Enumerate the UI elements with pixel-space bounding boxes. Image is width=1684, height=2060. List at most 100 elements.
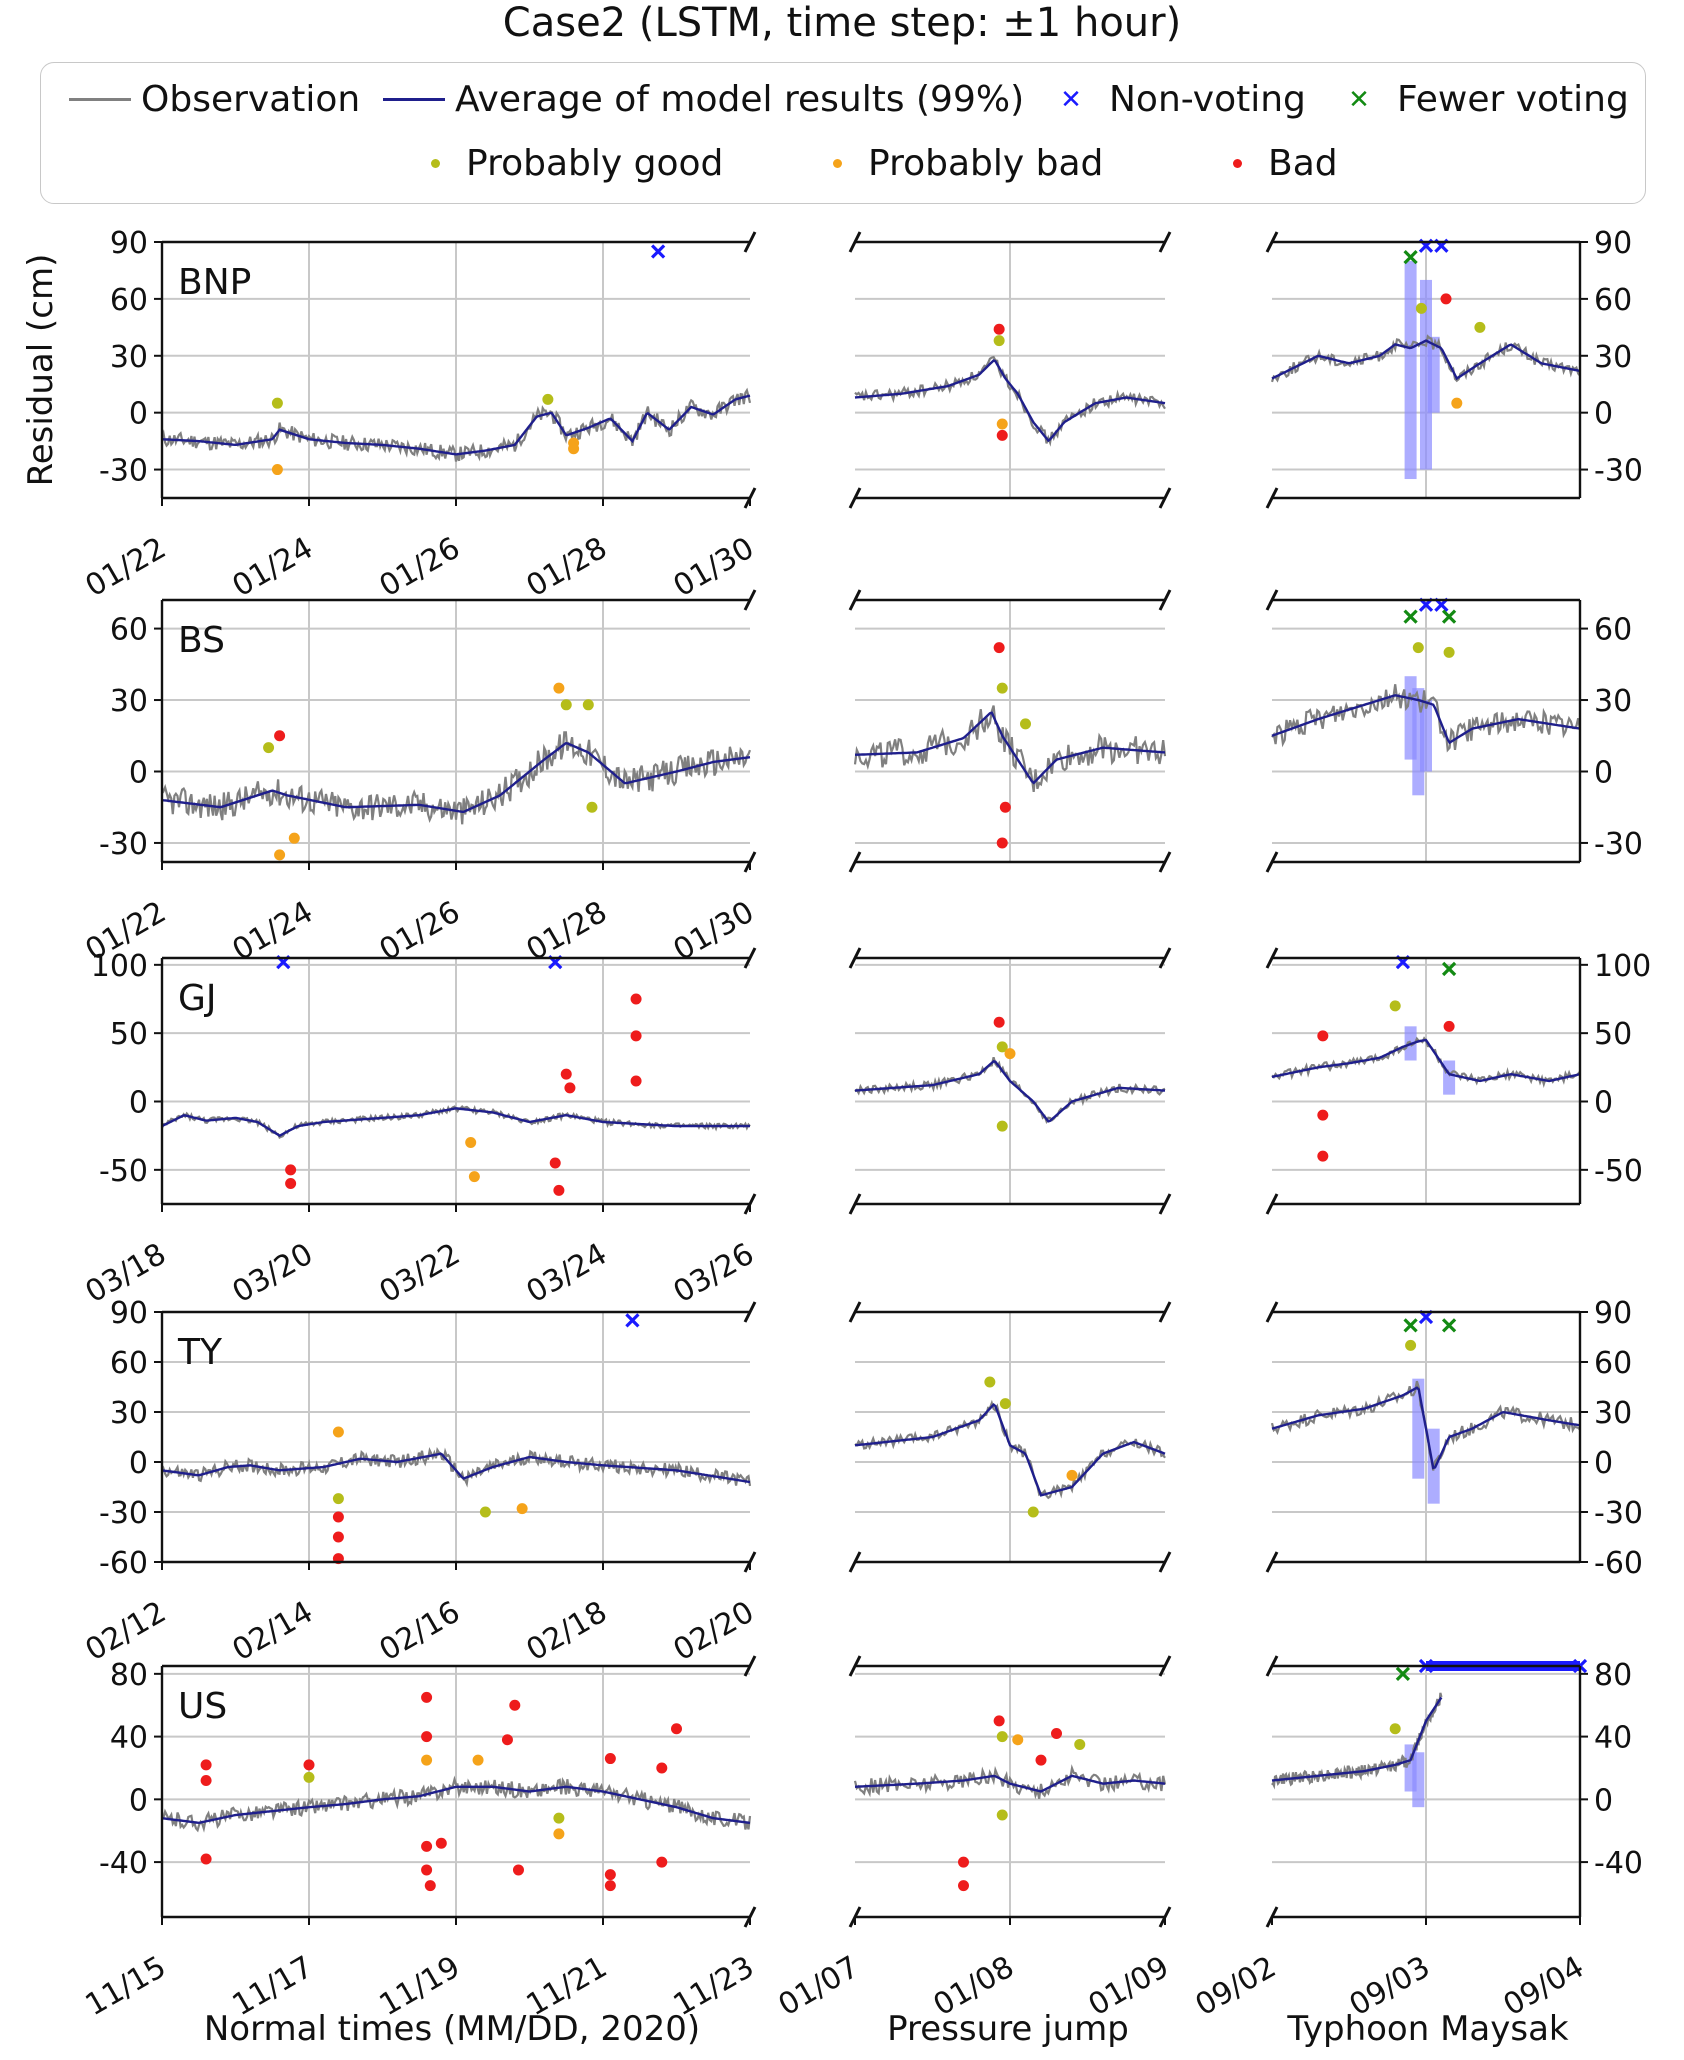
bad-marker [630,993,642,1005]
y-tick-label: -50 [99,1154,148,1189]
panel-gj-typhoon: 100 50 0 -50 [1265,947,1651,1215]
x-tick-label: 01/22 [80,531,172,605]
y-tick-label: -30 [99,454,148,489]
bad-marker [958,1856,969,1868]
y-tick-label: 60 [1594,613,1632,648]
dot-marker-icon [833,159,842,168]
x-tick-label: 01/30 [668,531,760,605]
probably-good-marker [1020,718,1031,730]
probably-bad-marker [1066,1469,1078,1481]
x-tick-label: 03/20 [227,1237,319,1311]
bad-marker [274,730,286,742]
bad-marker [200,1853,212,1865]
observation-series [854,355,1166,447]
x-tick-label: 01/26 [374,531,466,605]
y-tick-label: 0 [1594,755,1613,790]
probably-good-marker [586,801,598,813]
axis-break-mark [1265,1655,1279,1677]
confidence-band [1420,279,1432,470]
probably-good-marker [996,1120,1008,1132]
confidence-band [1427,336,1440,413]
axis-break-mark [848,1655,862,1677]
y-tick-label: -30 [1594,454,1643,489]
axis-break-mark [743,589,757,611]
y-tick-label: -40 [1594,1846,1643,1881]
probably-good-marker [996,682,1008,694]
axis-break-mark [1265,1301,1279,1323]
axis-break-mark [848,851,862,873]
bad-marker [421,1864,433,1876]
fewer-voting-marker [1395,1666,1411,1681]
probably-bad-marker [472,1754,484,1766]
legend-fewer-voting: ✕ Fewer voting [1329,79,1629,120]
average-series [1271,339,1581,381]
dot-marker-icon [431,159,440,168]
x-tick-label: 09/02 [1190,1950,1282,2024]
axis-break-mark [1158,851,1172,873]
x-marker-icon: ✕ [1348,84,1370,115]
bad-marker [332,1531,344,1543]
legend-bad: Bad [1207,143,1338,184]
column-label-typhoon: Typhoon Maysak [1286,2009,1569,2049]
y-tick-label: 90 [110,1296,148,1331]
panel-gj-pressure [848,947,1172,1215]
dot-marker-icon [1233,159,1242,168]
probably-bad-marker [271,464,283,476]
probably-good-marker [479,1506,491,1518]
x-tick-label: 02/14 [227,1595,319,1669]
probably-good-marker [542,393,554,405]
y-tick-label: 60 [1594,283,1632,318]
bad-marker [996,837,1008,849]
probably-bad-marker [996,418,1008,430]
axis-break-mark [848,231,862,253]
y-tick-label: 0 [1594,397,1613,432]
average-series [161,1452,751,1484]
average-series [1271,694,1581,745]
axis-break-mark [1158,487,1172,509]
panel-bnp-pressure [848,231,1172,509]
probably-good-marker [332,1493,344,1505]
axis-break-mark [848,1193,862,1215]
y-tick-label: 30 [1594,684,1632,719]
column-label-normal: Normal times (MM/DD, 2020) [204,2009,700,2049]
probably-good-marker [996,1731,1008,1743]
observation-series [161,1775,752,1833]
probably-bad-marker [465,1137,477,1148]
y-tick-label: 100 [1594,949,1651,984]
axis-break-mark [848,487,862,509]
y-tick-label: -30 [1594,827,1643,862]
axis-break-mark [1265,1193,1279,1215]
bad-marker [604,1880,616,1892]
average-series [1271,1696,1443,1782]
bad-marker [200,1775,212,1787]
y-tick-label: 60 [1594,1346,1632,1381]
legend-probably-bad: Probably bad [807,143,1103,184]
bad-marker [564,1082,576,1094]
bad-marker [200,1759,212,1771]
station-label: TY [177,1332,223,1373]
y-tick-label: -30 [99,827,148,862]
y-tick-label: 60 [110,613,148,648]
bad-marker [1443,1020,1455,1032]
axis-break-mark [1265,947,1279,969]
axis-break-mark [848,1301,862,1323]
axis-break-mark [1265,231,1279,253]
x-marker-icon: ✕ [1060,84,1082,115]
probably-good-marker [1415,302,1427,314]
y-tick-label: -50 [1594,1154,1643,1189]
probably-bad-marker [332,1426,344,1438]
bad-marker [671,1723,682,1735]
bad-marker [999,801,1011,813]
x-tick-label: 02/16 [374,1595,466,1669]
y-tick-label: 60 [110,1346,148,1381]
fewer-voting-marker [1441,961,1457,977]
probably-good-marker [999,1398,1011,1410]
bad-marker [549,1157,561,1169]
bad-marker [656,1856,668,1868]
panel-us-pressure: 01/07 01/08 01/09 [773,1655,1175,2023]
probably-bad-marker [1451,397,1463,409]
axis-break-mark [848,1551,862,1573]
bad-marker [553,1184,565,1196]
